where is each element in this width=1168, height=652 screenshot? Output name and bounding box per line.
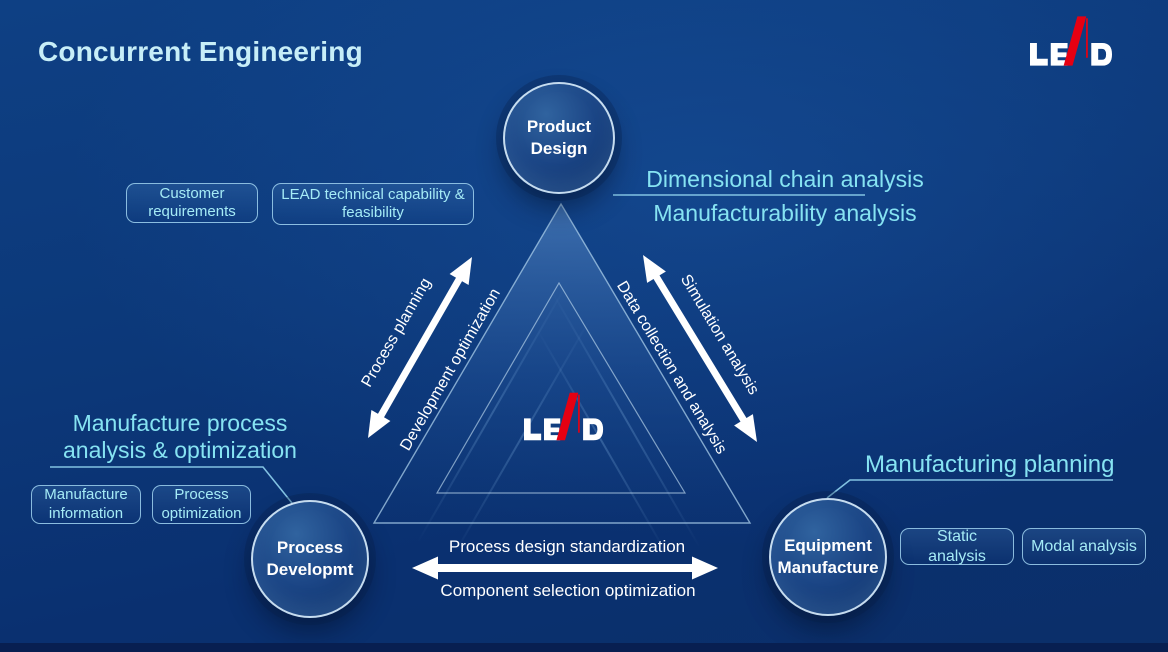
page-title: Concurrent Engineering — [38, 36, 363, 67]
tag-modal-analysis-label: Modal analysis — [1031, 537, 1137, 555]
lead-logo-center — [524, 392, 605, 441]
tag-modal-analysis: Modal analysis — [1022, 528, 1146, 565]
node-process-development-label: Process Developmt — [266, 538, 354, 579]
tag-manufacture-information-label: Manufacture information — [44, 486, 128, 522]
lead-logo — [1030, 16, 1114, 66]
tag-customer-requirements: Customer requirements — [126, 183, 258, 223]
tag-customer-requirements-label: Customer requirements — [148, 184, 236, 220]
tag-lead-capability-label: LEAD technical capability & feasibility — [281, 185, 465, 221]
node-equipment-manufacture: Equipment Manufacture — [769, 498, 887, 616]
heading-manufacture-process: Manufacture process analysis & optimizat… — [63, 410, 297, 464]
bottom-bar — [0, 643, 1168, 652]
tag-static-analysis-label: Static analysis — [928, 527, 986, 565]
label-process-design-standardization: Process design standardization — [448, 537, 686, 556]
label-dimensional-chain-analysis: Dimensional chain analysis — [646, 166, 924, 192]
tag-lead-capability: LEAD technical capability & feasibility — [272, 183, 474, 225]
label-process-planning: Process planning — [358, 275, 435, 391]
node-product-design: Product Design — [503, 82, 615, 194]
tag-manufacture-information: Manufacture information — [31, 485, 141, 524]
node-product-design-label: Product Design — [526, 117, 592, 158]
label-manufacturability-analysis: Manufacturability analysis — [653, 200, 917, 226]
tag-static-analysis: Static analysis — [900, 528, 1014, 565]
node-equipment-manufacture-label: Equipment Manufacture — [777, 536, 879, 577]
bottom-edge-arrow — [412, 556, 718, 580]
heading-manufacturing-planning: Manufacturing planning — [865, 451, 1115, 478]
label-component-selection-optimization: Component selection optimization — [440, 581, 696, 600]
node-process-development: Process Developmt — [251, 500, 369, 618]
tag-process-optimization-label: Process optimization — [161, 486, 242, 522]
tag-process-optimization: Process optimization — [152, 485, 251, 524]
equipment-heading-connector — [826, 479, 1113, 499]
